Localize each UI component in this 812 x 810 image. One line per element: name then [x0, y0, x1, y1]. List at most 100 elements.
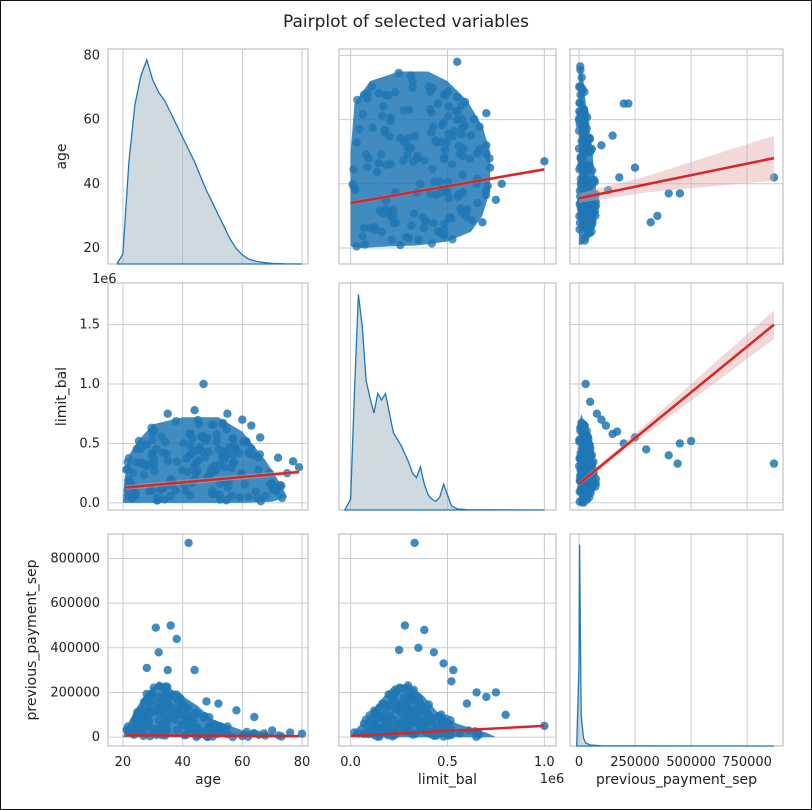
- panel-1-2: [569, 282, 784, 511]
- outlier-point-0-1-2: [453, 115, 462, 124]
- x-tick-label-previous_payment_sep-0: 0: [575, 755, 583, 770]
- point-2-1-136: [372, 706, 382, 715]
- point-1-0-108: [122, 465, 131, 474]
- point-1-0-54: [172, 457, 182, 466]
- point-0-2-157: [580, 87, 589, 97]
- point-2-1-150: [391, 705, 400, 714]
- point-0-2-112: [575, 98, 584, 107]
- point-0-1-141: [420, 156, 429, 165]
- point-2-1-153: [394, 723, 404, 732]
- point-2-0-91: [205, 713, 214, 722]
- point-0-1-150: [439, 90, 449, 100]
- outlier-point-1-2-0: [581, 379, 590, 389]
- point-0-1-130: [435, 177, 444, 186]
- point-0-1-123: [413, 154, 422, 163]
- outlier-point-1-0-12: [244, 448, 253, 458]
- point-0-1-136: [379, 102, 388, 111]
- point-0-1-157: [475, 144, 484, 154]
- outlier-point-2-1-7: [449, 665, 458, 675]
- panel-2-2: [569, 533, 784, 747]
- point-0-1-79: [475, 122, 484, 131]
- point-0-2-153: [578, 177, 588, 187]
- scatter-limit_bal-vs-previous_payment_sep: [575, 310, 779, 507]
- point-0-1-100: [404, 134, 413, 143]
- point-0-1-122: [380, 128, 389, 137]
- point-2-1-148: [378, 699, 387, 708]
- point-1-0-86: [217, 452, 226, 462]
- point-1-0-149: [182, 454, 191, 463]
- point-0-2-103: [591, 211, 600, 220]
- point-0-1-92: [443, 177, 453, 187]
- point-2-1-144: [365, 711, 374, 720]
- x-axis-label-limit_bal: limit_bal: [418, 772, 477, 788]
- outlier-point-0-1-13: [497, 179, 506, 188]
- point-1-0-150: [149, 454, 159, 463]
- point-1-0-51: [212, 430, 221, 439]
- outlier-point-1-0-10: [190, 406, 199, 415]
- point-1-0-87: [251, 487, 260, 496]
- point-1-0-77: [157, 432, 166, 441]
- point-0-1-18: [407, 221, 416, 230]
- point-0-1-102: [387, 235, 396, 245]
- point-0-1-24: [444, 112, 453, 121]
- point-0-1-98: [352, 138, 361, 147]
- point-0-2-155: [585, 204, 594, 214]
- point-1-0-122: [162, 449, 171, 459]
- point-2-0-120: [151, 724, 160, 734]
- point-0-1-72: [394, 68, 403, 78]
- point-0-1-81: [396, 240, 405, 250]
- point-0-1-114: [377, 227, 387, 236]
- outlier-point-2-0-3: [172, 634, 181, 644]
- point-1-0-90: [191, 468, 200, 478]
- point-0-1-156: [408, 76, 417, 86]
- point-0-1-49: [358, 110, 367, 119]
- point-0-1-117: [454, 190, 463, 199]
- point-0-2-48: [580, 236, 589, 245]
- y-axis-label-previous_payment_sep: previous_payment_sep: [24, 559, 40, 720]
- y-tick-label-limit_bal-0: 0.0: [79, 496, 100, 511]
- point-2-0-106: [163, 682, 172, 692]
- outlier-point-0-1-11: [433, 99, 442, 108]
- kde-age: [116, 57, 303, 265]
- point-2-1-142: [385, 711, 395, 721]
- x-tick-label-age-2: 60: [234, 755, 251, 770]
- outlier-point-2-0-4: [190, 665, 199, 675]
- point-0-2-130: [575, 120, 584, 129]
- regression-line-1-0: [125, 470, 300, 489]
- point-0-2-107: [574, 144, 584, 153]
- point-0-1-138: [403, 150, 412, 160]
- point-0-1-97: [469, 114, 479, 124]
- point-0-1-23: [442, 137, 452, 147]
- point-2-0-97: [144, 721, 154, 730]
- point-2-1-152: [397, 705, 407, 714]
- x-tick-label-limit_bal-2: 1.0: [534, 755, 555, 770]
- outlier-point-1-2-11: [673, 459, 682, 468]
- point-1-0-139: [265, 480, 275, 489]
- outlier-point-1-2-10: [686, 436, 696, 446]
- y-tick-label-age-2: 60: [83, 113, 100, 128]
- point-0-1-159: [399, 106, 408, 115]
- point-0-2-149: [583, 113, 592, 122]
- point-2-0-136: [201, 726, 210, 735]
- outlier-point-1-0-1: [223, 409, 232, 418]
- point-0-1-78: [376, 150, 386, 159]
- outlier-point-1-2-7: [642, 445, 651, 454]
- point-1-2-150: [584, 434, 593, 443]
- point-0-1-155: [363, 94, 372, 103]
- outlier-point-2-0-14: [154, 648, 163, 657]
- outlier-point-0-2-2: [624, 99, 633, 108]
- point-0-2-2: [577, 73, 586, 82]
- point-2-0-140: [183, 721, 192, 730]
- outlier-point-2-0-12: [285, 728, 295, 737]
- point-2-1-154: [403, 681, 413, 690]
- outlier-point-2-1-2: [420, 625, 429, 635]
- point-2-0-144: [135, 724, 144, 734]
- point-0-2-129: [583, 211, 593, 220]
- point-0-1-144: [353, 95, 362, 105]
- point-2-1-159: [442, 714, 451, 723]
- point-1-0-71: [132, 444, 141, 454]
- y-tick-label-previous_payment_sep-2: 400000: [50, 641, 100, 656]
- outlier-point-1-2-12: [769, 459, 779, 468]
- point-0-1-38: [374, 158, 383, 168]
- y-tick-label-previous_payment_sep-3: 600000: [50, 596, 100, 611]
